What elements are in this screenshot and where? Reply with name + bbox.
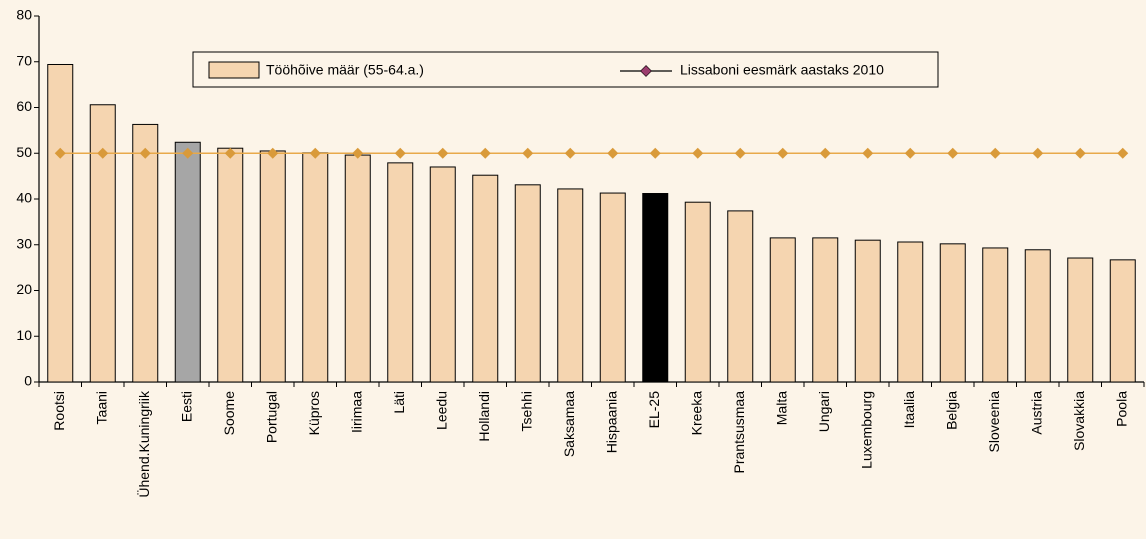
x-tick-label: Ühend.Kuningriik xyxy=(135,390,152,498)
line-marker xyxy=(989,147,1001,159)
line-marker xyxy=(607,147,619,159)
x-tick-label: EL-25 xyxy=(646,391,662,429)
line-marker xyxy=(1117,147,1129,159)
legend-marker xyxy=(640,65,652,77)
y-tick-label: 70 xyxy=(16,52,32,68)
x-tick-label: Ungari xyxy=(816,391,832,432)
bar xyxy=(642,193,669,383)
x-tick-label: Luxembourg xyxy=(858,391,874,469)
x-tick-label: Poola xyxy=(1113,391,1129,427)
x-tick-label: Hispaania xyxy=(603,391,619,453)
x-tick-label: Soome xyxy=(221,391,237,436)
x-tick-label: Taani xyxy=(93,391,109,424)
line-marker xyxy=(649,147,661,159)
x-tick-label: Slovakkia xyxy=(1071,391,1087,451)
x-tick-label: Belgia xyxy=(943,391,959,430)
bar xyxy=(344,154,371,383)
bar xyxy=(684,201,711,383)
bar xyxy=(472,174,499,383)
bar xyxy=(854,239,881,383)
x-tick-label: Rootsi xyxy=(51,391,67,431)
bar xyxy=(429,166,456,383)
legend: Tööhõive määr (55-64.a.) Lissaboni eesmär… xyxy=(192,51,939,88)
line-marker xyxy=(1074,147,1086,159)
line-marker xyxy=(947,147,959,159)
x-tick-label: Saksamaa xyxy=(561,391,577,457)
bar xyxy=(302,152,329,383)
line-marker xyxy=(352,147,364,159)
x-tick-label: Kreeka xyxy=(688,391,704,436)
line-marker xyxy=(479,147,491,159)
bar xyxy=(89,104,116,383)
line-marker xyxy=(309,147,321,159)
y-tick-label: 80 xyxy=(16,7,32,23)
line-marker xyxy=(692,147,704,159)
bar xyxy=(1024,249,1051,383)
bar xyxy=(132,123,159,383)
y-tick-label: 20 xyxy=(16,281,32,297)
y-tick-label: 50 xyxy=(16,144,32,160)
line-marker xyxy=(1032,147,1044,159)
x-tick-label: Prantsusmaa xyxy=(731,391,747,474)
legend-label: Lissaboni eesmärk aastaks 2010 xyxy=(680,62,884,78)
x-tick-label: Tsehhi xyxy=(518,391,534,431)
line-marker xyxy=(267,147,279,159)
x-tick-label: Portugal xyxy=(263,391,279,443)
bar xyxy=(557,188,584,383)
bar xyxy=(897,241,924,383)
x-tick-label: Leedu xyxy=(433,391,449,430)
line-marker xyxy=(139,147,151,159)
bar xyxy=(47,63,74,383)
x-tick-label: Eesti xyxy=(178,391,194,422)
bar xyxy=(217,147,244,383)
line-marker xyxy=(734,147,746,159)
bar xyxy=(982,247,1009,383)
x-tick-label: Hollandi xyxy=(476,391,492,442)
legend-label: Tööhõive määr (55-64.a.) xyxy=(266,62,424,78)
bar xyxy=(727,210,754,383)
y-tick-label: 30 xyxy=(16,235,32,251)
bar xyxy=(387,162,414,383)
y-tick-label: 0 xyxy=(24,373,32,389)
line-marker xyxy=(394,147,406,159)
x-tick-label: Küpros xyxy=(306,391,322,435)
x-tick-label: Läti xyxy=(391,391,407,414)
bar xyxy=(1109,259,1136,383)
line-marker xyxy=(97,147,109,159)
x-tick-label: Austria xyxy=(1028,391,1044,435)
bar xyxy=(514,184,541,383)
line-marker xyxy=(862,147,874,159)
x-tick-label: Sloveenia xyxy=(986,391,1002,453)
bar xyxy=(259,150,286,383)
bar xyxy=(599,192,626,383)
line-marker xyxy=(777,147,789,159)
x-tick-label: Malta xyxy=(773,391,789,425)
y-tick-label: 60 xyxy=(16,98,32,114)
line-marker xyxy=(224,147,236,159)
x-tick-label: Iirimaa xyxy=(348,391,364,433)
y-tick-label: 10 xyxy=(16,327,32,343)
line-marker xyxy=(564,147,576,159)
legend-box xyxy=(192,51,939,88)
line-marker xyxy=(819,147,831,159)
bar xyxy=(939,243,966,383)
y-tick-label: 40 xyxy=(16,190,32,206)
bar xyxy=(174,141,201,383)
line-marker xyxy=(904,147,916,159)
legend-swatch xyxy=(208,61,260,79)
bar xyxy=(769,237,796,383)
bar xyxy=(812,237,839,383)
line-marker xyxy=(437,147,449,159)
bar xyxy=(1067,257,1094,383)
line-marker xyxy=(182,147,194,159)
line-marker xyxy=(54,147,66,159)
x-tick-label: Itaalia xyxy=(901,391,917,429)
line-marker xyxy=(522,147,534,159)
